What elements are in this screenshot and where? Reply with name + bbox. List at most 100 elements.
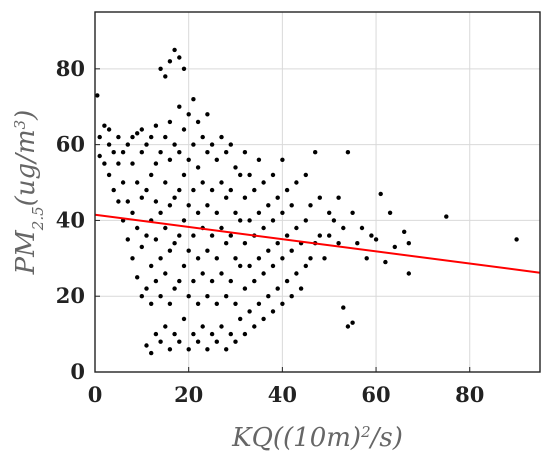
data-point [341, 305, 346, 310]
data-point [125, 237, 130, 242]
data-point [303, 263, 308, 269]
data-point [303, 218, 308, 223]
data-point [158, 339, 163, 344]
data-point [177, 104, 182, 109]
data-point [378, 191, 383, 197]
data-point [181, 218, 187, 223]
data-point [280, 210, 285, 215]
data-point [219, 271, 224, 276]
data-point [158, 210, 163, 215]
x-tick-label: 20 [174, 382, 203, 407]
data-point [308, 256, 313, 261]
data-point [181, 66, 187, 72]
data-point [256, 256, 262, 261]
data-point [275, 195, 280, 200]
data-point [266, 248, 271, 253]
data-point [289, 203, 294, 208]
data-point [116, 199, 121, 204]
data-point [158, 66, 163, 72]
data-point [373, 237, 379, 242]
data-point [247, 172, 252, 178]
data-point [252, 278, 257, 284]
data-point [191, 278, 196, 284]
x-tick-label: 40 [268, 382, 297, 407]
data-point [214, 256, 219, 261]
data-point [130, 256, 135, 261]
data-point [247, 263, 252, 269]
data-point [116, 161, 121, 166]
data-point [144, 233, 149, 238]
data-point [139, 244, 144, 250]
data-point [280, 157, 285, 162]
x-tick-label: 0 [88, 382, 103, 407]
data-point [97, 134, 102, 140]
data-point [195, 301, 201, 306]
data-point [195, 165, 201, 170]
axis-label-part: ) [11, 110, 41, 121]
data-point [261, 180, 266, 185]
data-point [158, 256, 163, 261]
data-point [266, 203, 271, 208]
data-point [387, 210, 393, 215]
axis-label-part: (ug/m [11, 129, 41, 206]
data-point [106, 172, 112, 178]
data-point [214, 301, 219, 306]
data-point [336, 241, 341, 246]
x-tick-label: 60 [361, 382, 390, 407]
tick-labels: 0 20 40 60 80 0 20 40 60 80 [56, 56, 485, 407]
data-point [135, 225, 140, 231]
data-point [167, 203, 173, 208]
data-point [167, 248, 173, 253]
data-point [270, 309, 276, 314]
data-point [195, 339, 201, 344]
data-point [177, 278, 182, 284]
data-point [224, 241, 229, 246]
data-point [252, 324, 257, 329]
data-point [289, 294, 294, 299]
data-point [214, 210, 219, 215]
data-point [153, 331, 159, 337]
data-point [214, 339, 219, 344]
data-point [177, 187, 182, 193]
data-point [130, 134, 135, 140]
y-tick-label: 60 [56, 132, 85, 157]
data-point [191, 331, 196, 337]
data-point [200, 324, 205, 329]
y-tick-label: 0 [70, 359, 85, 384]
data-point [195, 119, 201, 125]
data-point [191, 97, 196, 102]
data-point [177, 150, 182, 155]
axis-label-part: KQ((10m) [231, 423, 361, 453]
data-point [369, 233, 374, 238]
data-point [261, 316, 266, 322]
data-point [364, 256, 369, 261]
data-point [294, 271, 299, 276]
data-point [313, 150, 318, 155]
data-point [280, 256, 285, 261]
data-point [359, 225, 365, 231]
data-point [275, 241, 280, 246]
data-point [144, 142, 149, 147]
data-point [177, 55, 182, 60]
data-point [163, 271, 168, 276]
data-point [270, 263, 276, 269]
data-point [205, 294, 210, 299]
data-point [298, 286, 304, 291]
data-point [149, 350, 154, 356]
data-point [172, 286, 177, 291]
data-point [284, 278, 290, 284]
data-point [111, 150, 116, 155]
trend-line-layer [94, 213, 541, 274]
data-point [224, 347, 229, 352]
data-point [97, 153, 102, 159]
data-point [402, 229, 407, 234]
data-point [167, 157, 173, 162]
data-point [205, 248, 210, 253]
data-point [116, 134, 121, 140]
x-axis-label: KQ((10m)2/s) [231, 423, 403, 453]
data-point [233, 339, 238, 344]
data-point [111, 187, 116, 193]
data-point [186, 347, 191, 352]
data-point [167, 301, 173, 306]
